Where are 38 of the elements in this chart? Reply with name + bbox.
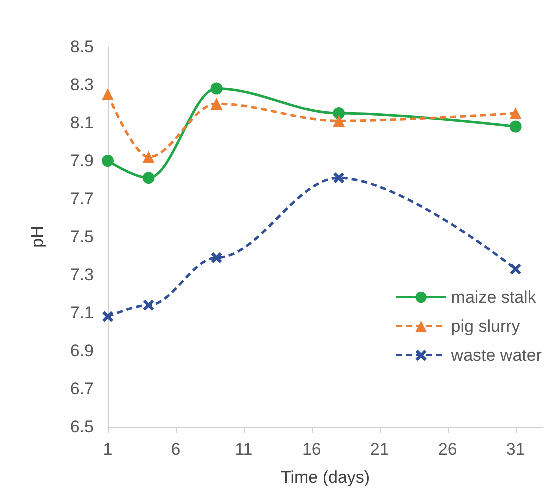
y-tick-label: 6.5 (70, 418, 94, 436)
point (102, 311, 114, 322)
legend-label: pig slurry (451, 317, 521, 336)
point (102, 155, 114, 167)
point (333, 115, 346, 128)
point (333, 108, 346, 120)
x-tick-label: 6 (171, 440, 181, 459)
y-tick-label: 7.5 (70, 228, 94, 246)
x-tick-label: 11 (235, 440, 253, 459)
point (510, 108, 522, 120)
point (142, 151, 155, 164)
y-tick-label: 6.7 (70, 380, 94, 398)
x-tick-label: 16 (302, 440, 322, 459)
legend-label: waste water (450, 346, 542, 365)
point (102, 88, 114, 100)
y-axis-title: pH (28, 226, 47, 248)
y-tick-label: 7.1 (70, 304, 94, 322)
point (334, 172, 345, 184)
y-tick-label: 8.3 (70, 76, 94, 94)
point (143, 300, 154, 311)
x-tick-label: 21 (370, 440, 390, 459)
y-tick-label: 6.9 (70, 342, 94, 360)
y-tick-label: 8.5 (70, 38, 94, 56)
point (210, 82, 223, 95)
point (510, 120, 522, 133)
x-axis-title: Time (days) (280, 468, 370, 487)
y-tick-label: 7.9 (70, 152, 94, 170)
y-tick-label: 7.7 (70, 190, 94, 208)
x-tick-label: 1 (103, 440, 113, 459)
x-tick-label: 31 (506, 440, 526, 459)
x-tick-label: 26 (438, 440, 458, 459)
point (510, 264, 522, 275)
legend-label: maize stalk (451, 288, 537, 307)
point (211, 252, 222, 264)
point (142, 172, 155, 184)
y-tick-label: 7.3 (70, 266, 94, 284)
point (210, 98, 223, 110)
y-tick-label: 8.1 (70, 114, 94, 132)
